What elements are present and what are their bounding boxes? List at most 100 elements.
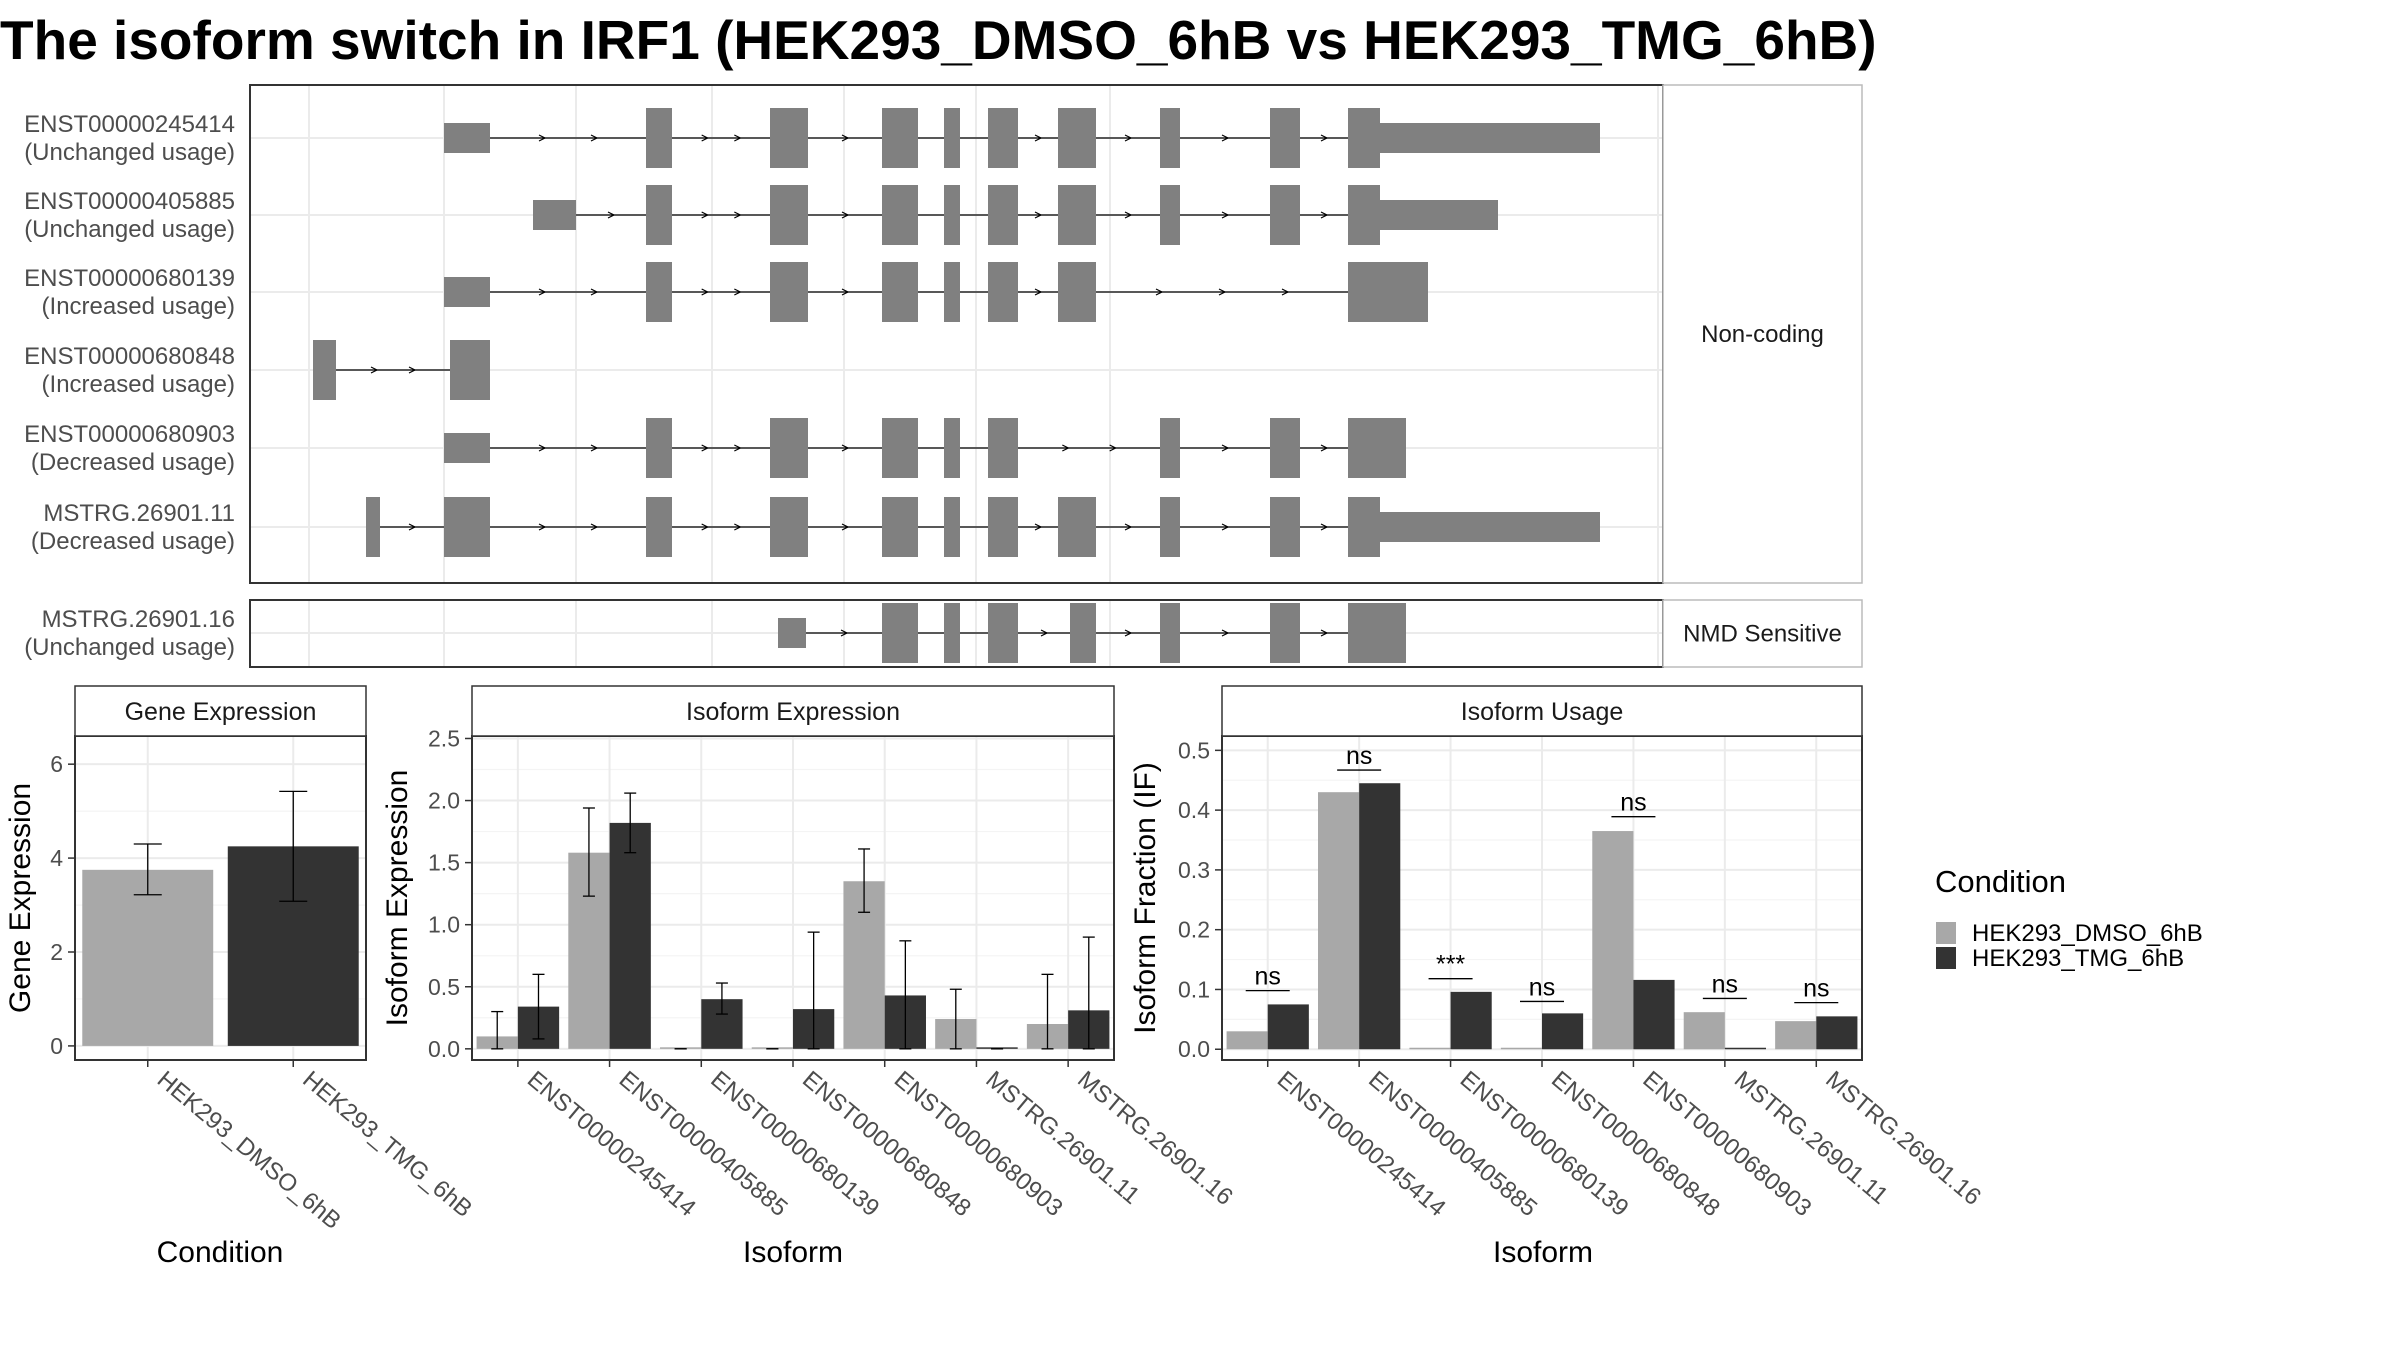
x-tick-label: MSTRG.26901.16 [1072, 1066, 1238, 1211]
strand-arrow [841, 288, 850, 296]
legend-title: Condition [1935, 864, 2066, 899]
exon [882, 185, 918, 245]
bar [82, 869, 214, 1046]
x-tick-label: ENST00000245414 [1272, 1066, 1451, 1222]
transcript-track [313, 340, 490, 400]
exon [770, 497, 808, 557]
exon [1270, 497, 1300, 557]
transcript-status-label: (Decreased usage) [31, 449, 235, 476]
exon [1348, 497, 1380, 557]
strand-arrow [1218, 288, 1227, 296]
exon [988, 603, 1018, 663]
significance-label: ns [1346, 742, 1372, 770]
y-tick-label: 1.5 [428, 850, 460, 876]
panel-strip [1221, 685, 1863, 737]
exon [1058, 497, 1096, 557]
significance-label: *** [1436, 951, 1465, 979]
significance-label: ns [1803, 975, 1829, 1003]
strand-arrow [734, 444, 742, 452]
x-tick-label: ENST00000245414 [522, 1066, 701, 1222]
strand-arrow [734, 134, 742, 142]
exon [778, 618, 806, 648]
legend-entry-label: HEK293_TMG_6hB [1972, 945, 2184, 972]
y-tick-label: 0.5 [1178, 737, 1210, 763]
transcript-track [366, 497, 1600, 557]
x-tick-label: ENST00000680848 [797, 1066, 976, 1222]
transcript-status-label: (Unchanged usage) [24, 139, 235, 166]
strand-arrow [1062, 444, 1070, 452]
strand-arrow [1124, 523, 1133, 531]
strand-arrow [701, 134, 710, 142]
strand-arrow [1320, 134, 1329, 142]
strand-arrow [1221, 211, 1230, 219]
exon [646, 418, 672, 478]
x-axis-title: Condition [157, 1236, 284, 1269]
exon [1058, 108, 1096, 168]
page-title: The isoform switch in IRF1 (HEK293_DMSO_… [0, 9, 1877, 71]
strand-arrow [538, 288, 547, 296]
bar [1450, 991, 1492, 1050]
transcript-status-label: (Decreased usage) [31, 528, 235, 555]
strand-arrow [1221, 134, 1230, 142]
strand-arrow [590, 134, 599, 142]
x-tick-label: MSTRG.26901.11 [981, 1066, 1145, 1210]
strand-arrow [408, 366, 417, 374]
transcript-track [778, 603, 1406, 663]
panel-title: Isoform Expression [686, 698, 900, 726]
strand-arrow [1320, 444, 1329, 452]
exon [444, 497, 490, 557]
strand-arrow [1155, 288, 1164, 296]
strand-arrow [590, 288, 599, 296]
exon [988, 262, 1018, 322]
exon [1160, 497, 1180, 557]
y-tick-label: 0 [50, 1033, 63, 1059]
exon [944, 418, 960, 478]
x-tick-label: ENST00000680139 [1455, 1066, 1634, 1222]
transcript-id-label: ENST00000245414 [24, 111, 235, 138]
significance-label: ns [1712, 970, 1738, 998]
bar [660, 1047, 702, 1049]
strand-arrow [701, 444, 710, 452]
strand-arrow [408, 523, 417, 531]
strand-arrow [1221, 523, 1230, 531]
exon [1380, 123, 1600, 153]
exon [1348, 185, 1380, 245]
strand-arrow [734, 211, 742, 219]
exon [366, 497, 380, 557]
exon [882, 262, 918, 322]
exon [1270, 108, 1300, 168]
exon [1070, 603, 1096, 663]
y-tick-label: 0.3 [1178, 857, 1210, 883]
facet-label-noncoding: Non-coding [1701, 321, 1824, 348]
transcript-status-label: (Unchanged usage) [24, 216, 235, 243]
panel-strip [471, 685, 1115, 737]
x-tick-label: ENST00000405885 [614, 1066, 793, 1222]
exon [646, 262, 672, 322]
exon [770, 185, 808, 245]
strand-arrow [1040, 629, 1049, 637]
x-tick-label: MSTRG.26901.16 [1820, 1066, 1986, 1211]
significance-label: ns [1620, 789, 1646, 817]
strand-arrow [1124, 629, 1133, 637]
facet-label-nmd: NMD Sensitive [1683, 621, 1842, 648]
bar [976, 1047, 1018, 1049]
y-tick-label: 0.5 [428, 974, 460, 1000]
strand-arrow [841, 523, 850, 531]
y-tick-label: 2.5 [428, 725, 460, 751]
exon [944, 108, 960, 168]
x-tick-label: MSTRG.26901.11 [1729, 1066, 1893, 1210]
exon [444, 123, 490, 153]
exon [1160, 185, 1180, 245]
bar [1226, 1031, 1268, 1050]
strand-arrow [701, 211, 710, 219]
strand-arrow [538, 134, 547, 142]
y-axis-title: Isoform Fraction (IF) [1129, 762, 1162, 1034]
exon [770, 108, 808, 168]
y-tick-label: 1.0 [428, 912, 460, 938]
y-tick-label: 4 [50, 845, 63, 871]
exon [770, 418, 808, 478]
transcript-id-label: MSTRG.26901.16 [42, 606, 235, 633]
strand-arrow [701, 523, 710, 531]
bar [609, 822, 651, 1049]
